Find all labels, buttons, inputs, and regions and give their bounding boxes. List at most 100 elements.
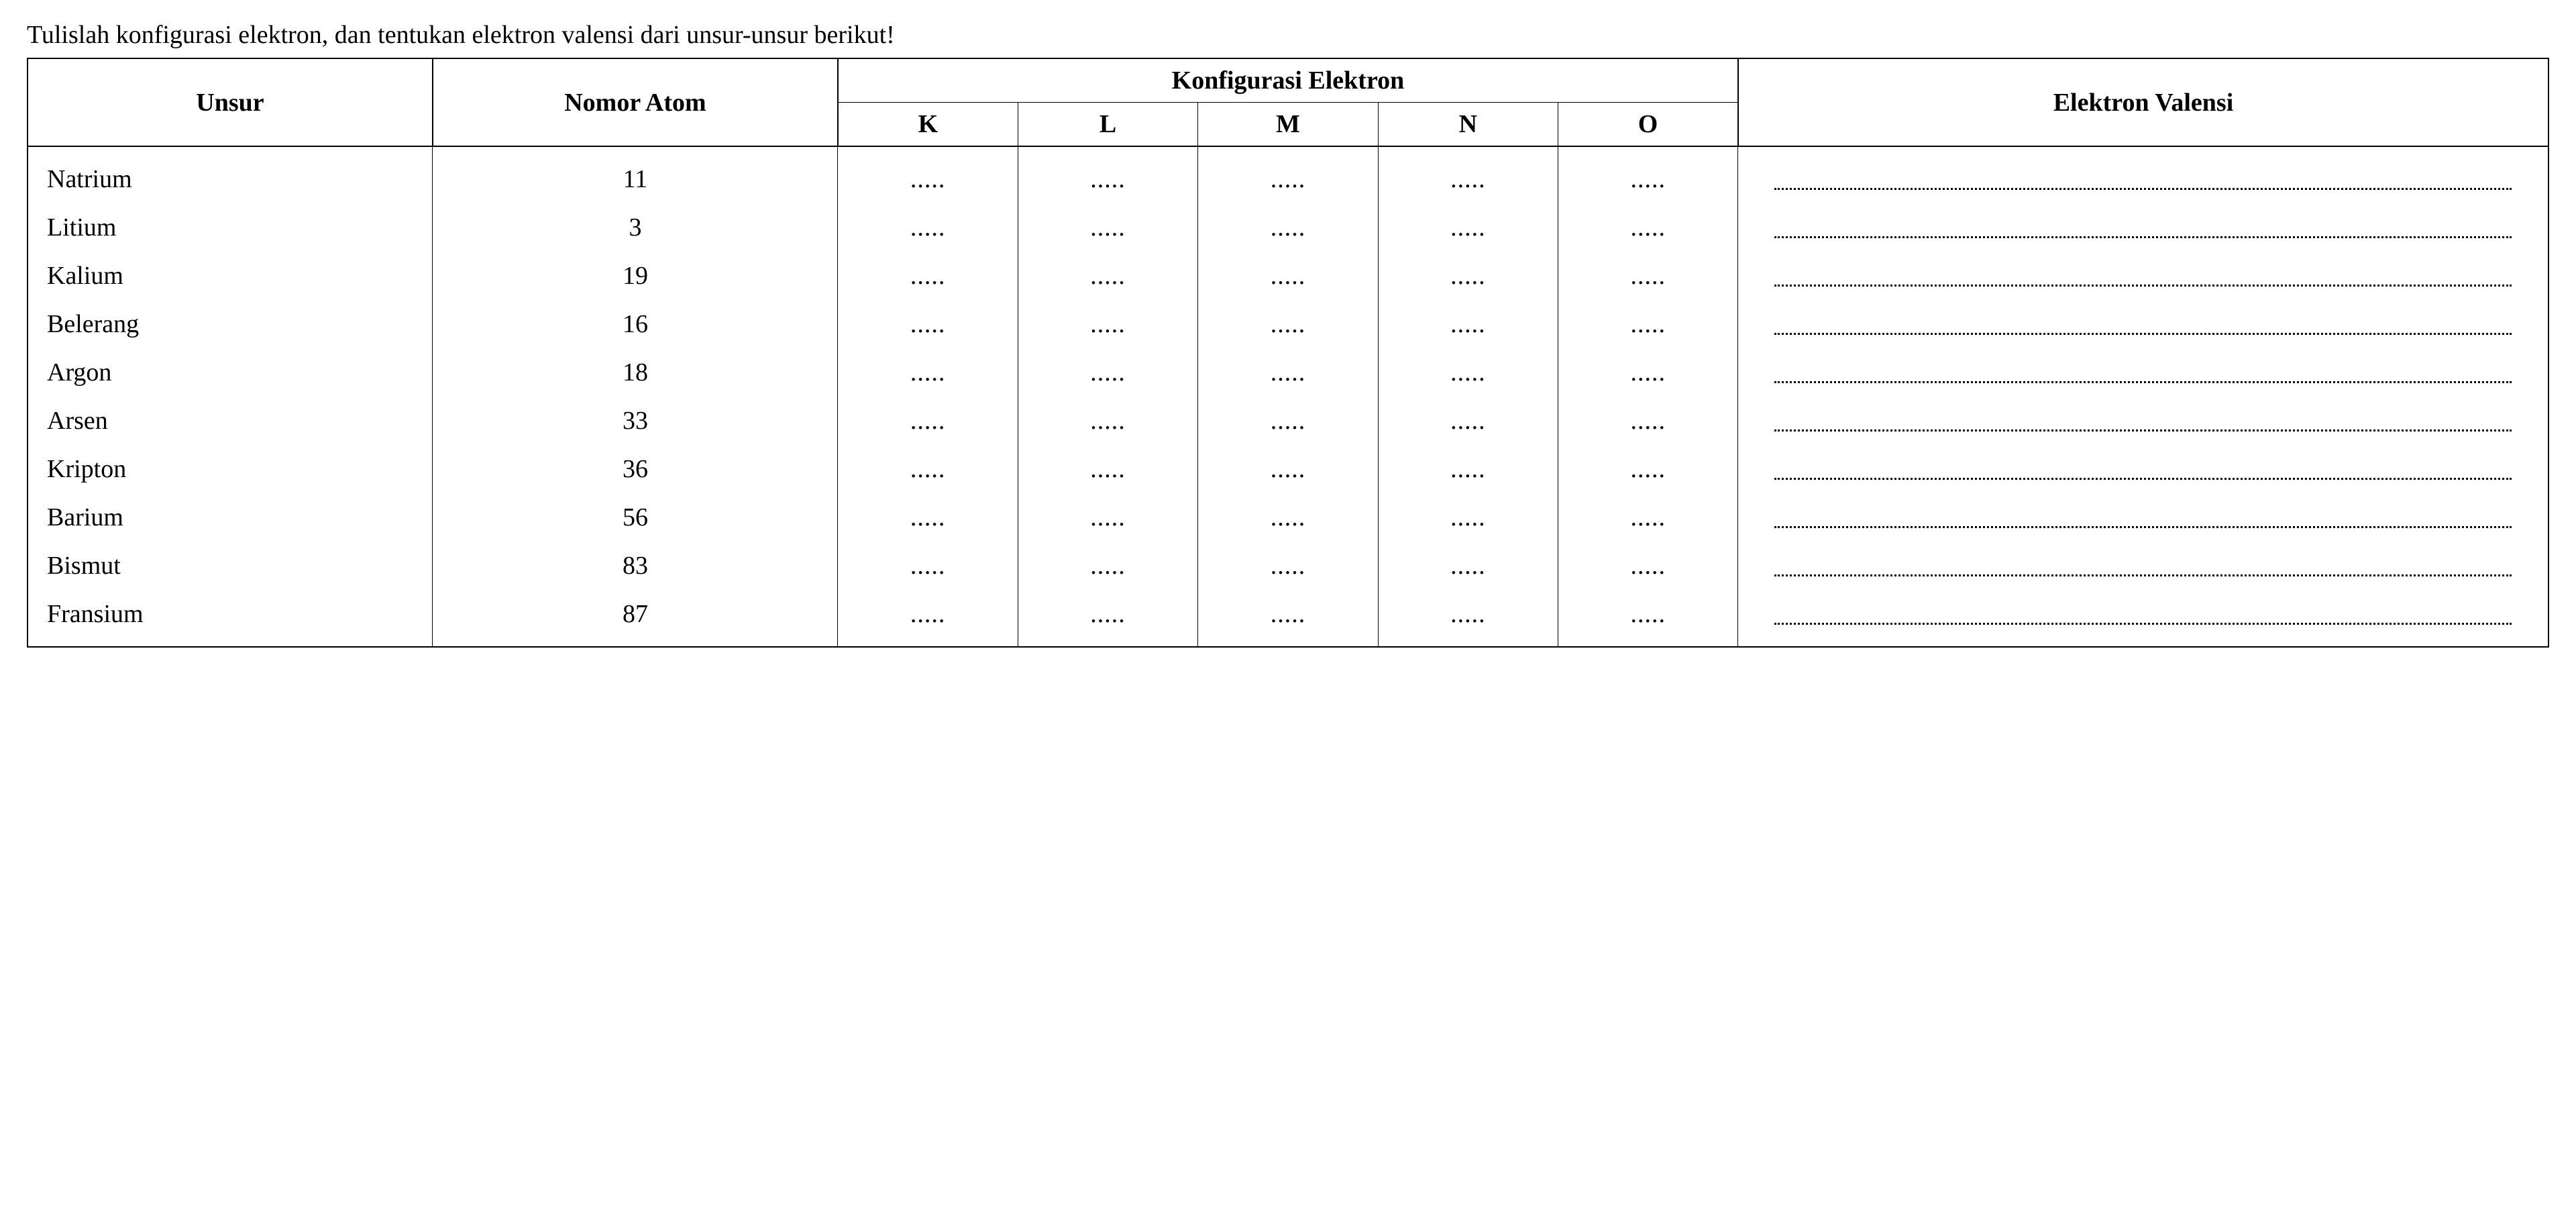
blank-dots-icon: .....	[1450, 261, 1486, 291]
cell-unsur: Litium	[28, 203, 433, 252]
cell-shell-k: .....	[838, 445, 1018, 493]
cell-shell-l: .....	[1018, 590, 1197, 647]
cell-shell-n: .....	[1378, 252, 1558, 300]
blank-dots-icon: .....	[910, 599, 946, 629]
blank-dots-icon: .....	[1631, 454, 1666, 484]
header-shell-l: L	[1018, 103, 1197, 147]
cell-shell-k: .....	[838, 252, 1018, 300]
blank-dots-icon: .....	[910, 261, 946, 291]
cell-shell-o: .....	[1558, 590, 1738, 647]
cell-shell-o: .....	[1558, 493, 1738, 542]
cell-shell-m: .....	[1198, 300, 1378, 348]
cell-valensi	[1738, 493, 2548, 542]
cell-shell-k: .....	[838, 348, 1018, 397]
cell-valensi	[1738, 203, 2548, 252]
cell-shell-o: .....	[1558, 146, 1738, 203]
cell-shell-o: .....	[1558, 397, 1738, 445]
cell-shell-k: .....	[838, 493, 1018, 542]
cell-shell-m: .....	[1198, 445, 1378, 493]
blank-dots-icon: .....	[1450, 309, 1486, 339]
blank-dots-icon: .....	[1450, 503, 1486, 532]
blank-dots-icon: .....	[1450, 406, 1486, 436]
blank-dots-icon: .....	[1090, 503, 1126, 532]
blank-line-icon	[1774, 317, 2512, 335]
blank-dots-icon: .....	[1450, 551, 1486, 580]
cell-unsur: Kripton	[28, 445, 433, 493]
blank-dots-icon: .....	[1271, 213, 1306, 242]
blank-dots-icon: .....	[1631, 599, 1666, 629]
blank-dots-icon: .....	[1090, 454, 1126, 484]
cell-shell-n: .....	[1378, 445, 1558, 493]
cell-valensi	[1738, 542, 2548, 590]
cell-shell-l: .....	[1018, 348, 1197, 397]
cell-valensi	[1738, 252, 2548, 300]
table-row: Kalium19.........................	[28, 252, 2548, 300]
blank-dots-icon: .....	[1090, 406, 1126, 436]
cell-shell-m: .....	[1198, 348, 1378, 397]
blank-dots-icon: .....	[1090, 551, 1126, 580]
cell-shell-n: .....	[1378, 146, 1558, 203]
cell-nomor: 16	[433, 300, 838, 348]
header-shell-k: K	[838, 103, 1018, 147]
blank-dots-icon: .....	[1090, 213, 1126, 242]
cell-unsur: Barium	[28, 493, 433, 542]
table-row: Litium3.........................	[28, 203, 2548, 252]
cell-unsur: Natrium	[28, 146, 433, 203]
cell-shell-l: .....	[1018, 300, 1197, 348]
blank-dots-icon: .....	[1631, 503, 1666, 532]
cell-shell-m: .....	[1198, 252, 1378, 300]
blank-dots-icon: .....	[1271, 599, 1306, 629]
blank-dots-icon: .....	[1090, 309, 1126, 339]
cell-valensi	[1738, 300, 2548, 348]
blank-line-icon	[1774, 559, 2512, 576]
cell-shell-n: .....	[1378, 397, 1558, 445]
cell-unsur: Fransium	[28, 590, 433, 647]
cell-valensi	[1738, 397, 2548, 445]
cell-shell-o: .....	[1558, 300, 1738, 348]
cell-shell-o: .....	[1558, 445, 1738, 493]
blank-dots-icon: .....	[1631, 309, 1666, 339]
cell-shell-k: .....	[838, 542, 1018, 590]
cell-shell-m: .....	[1198, 542, 1378, 590]
cell-shell-o: .....	[1558, 348, 1738, 397]
cell-shell-n: .....	[1378, 493, 1558, 542]
cell-shell-m: .....	[1198, 203, 1378, 252]
blank-dots-icon: .....	[910, 454, 946, 484]
blank-dots-icon: .....	[910, 309, 946, 339]
blank-dots-icon: .....	[1271, 406, 1306, 436]
blank-dots-icon: .....	[910, 164, 946, 194]
instruction-text: Tulislah konfigurasi elektron, dan tentu…	[27, 20, 2549, 50]
table-row: Fransium87.........................	[28, 590, 2548, 647]
blank-dots-icon: .....	[1271, 503, 1306, 532]
cell-shell-l: .....	[1018, 146, 1197, 203]
cell-shell-n: .....	[1378, 300, 1558, 348]
cell-unsur: Arsen	[28, 397, 433, 445]
cell-shell-k: .....	[838, 300, 1018, 348]
blank-dots-icon: .....	[1271, 164, 1306, 194]
blank-line-icon	[1774, 607, 2512, 625]
cell-shell-m: .....	[1198, 493, 1378, 542]
blank-dots-icon: .....	[1450, 599, 1486, 629]
cell-nomor: 87	[433, 590, 838, 647]
cell-nomor: 19	[433, 252, 838, 300]
blank-dots-icon: .....	[1271, 454, 1306, 484]
blank-dots-icon: .....	[1631, 551, 1666, 580]
blank-line-icon	[1774, 366, 2512, 383]
cell-shell-k: .....	[838, 397, 1018, 445]
blank-dots-icon: .....	[1090, 164, 1126, 194]
cell-nomor: 36	[433, 445, 838, 493]
blank-dots-icon: .....	[1631, 213, 1666, 242]
cell-nomor: 18	[433, 348, 838, 397]
header-shell-o: O	[1558, 103, 1738, 147]
header-shell-m: M	[1198, 103, 1378, 147]
table-row: Kripton36.........................	[28, 445, 2548, 493]
cell-valensi	[1738, 445, 2548, 493]
blank-line-icon	[1774, 511, 2512, 528]
blank-dots-icon: .....	[1271, 309, 1306, 339]
cell-shell-k: .....	[838, 146, 1018, 203]
blank-line-icon	[1774, 269, 2512, 287]
blank-line-icon	[1774, 172, 2512, 190]
cell-unsur: Argon	[28, 348, 433, 397]
blank-line-icon	[1774, 462, 2512, 480]
cell-shell-k: .....	[838, 203, 1018, 252]
